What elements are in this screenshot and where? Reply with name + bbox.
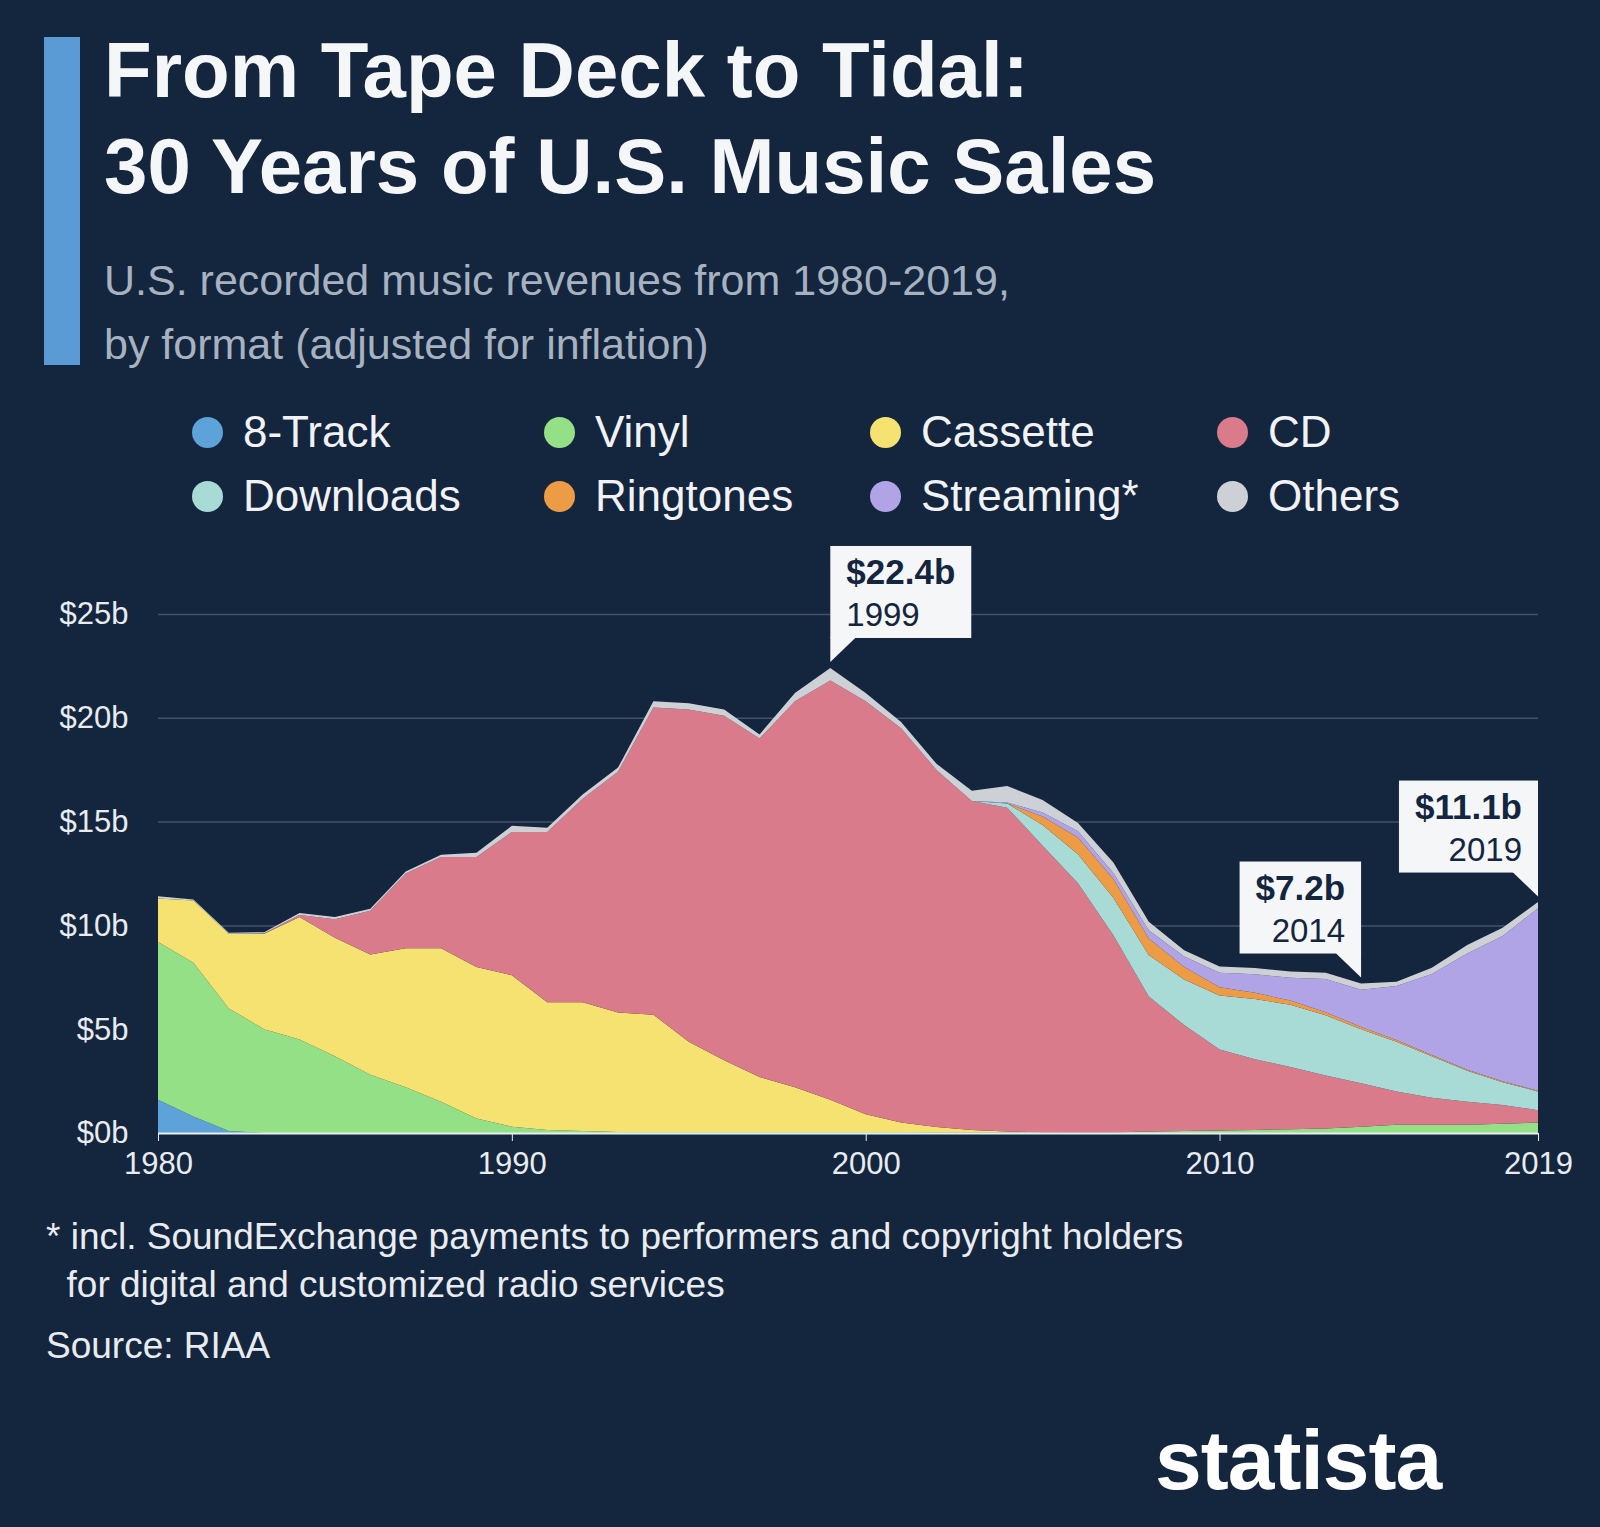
- svg-text:$11.1b: $11.1b: [1415, 787, 1522, 826]
- svg-text:2019: 2019: [1449, 831, 1522, 868]
- html-text:Vinyl: Vinyl: [595, 407, 690, 456]
- svg-text:$22.4b: $22.4b: [846, 552, 955, 591]
- html-text:Streaming*: Streaming*: [921, 471, 1139, 520]
- svg-text:1999: 1999: [846, 596, 919, 633]
- svg-text:$20b: $20b: [60, 700, 129, 735]
- svg-text:1990: 1990: [478, 1146, 547, 1181]
- html-text:statista: statista: [1155, 1413, 1442, 1507]
- svg-text:2019: 2019: [1504, 1146, 1573, 1181]
- html-text:Source: RIAA: Source: RIAA: [46, 1325, 271, 1366]
- html-text:8-Track: 8-Track: [243, 407, 391, 456]
- svg-text:1980: 1980: [124, 1146, 193, 1181]
- html-text:by format (adjusted for inflat: by format (adjusted for inflation): [104, 320, 709, 368]
- html-text:U.S. recorded music revenues f: U.S. recorded music revenues from 1980-2…: [104, 256, 1010, 304]
- html-text:Ringtones: Ringtones: [595, 471, 794, 520]
- svg-text:$25b: $25b: [60, 596, 129, 631]
- html-text:Downloads: Downloads: [243, 471, 461, 520]
- html-text:Cassette: Cassette: [921, 407, 1095, 456]
- svg-text:$5b: $5b: [77, 1012, 129, 1047]
- svg-text:$15b: $15b: [60, 804, 129, 839]
- svg-text:2000: 2000: [832, 1146, 901, 1181]
- svg-text:$10b: $10b: [60, 908, 129, 943]
- html-text:CD: CD: [1268, 407, 1332, 456]
- svg-text:2010: 2010: [1186, 1146, 1255, 1181]
- html-text:30 Years of U.S. Music Sales: 30 Years of U.S. Music Sales: [104, 122, 1157, 210]
- svg-text:$7.2b: $7.2b: [1256, 868, 1346, 907]
- html-text:Others: Others: [1268, 471, 1400, 520]
- html-text:* incl. SoundExchange payments: * incl. SoundExchange payments to perfor…: [46, 1216, 1184, 1305]
- svg-text:2014: 2014: [1272, 912, 1345, 949]
- html-text:From Tape Deck to Tidal:: From Tape Deck to Tidal:: [104, 26, 1029, 114]
- svg-text:$0b: $0b: [77, 1115, 129, 1150]
